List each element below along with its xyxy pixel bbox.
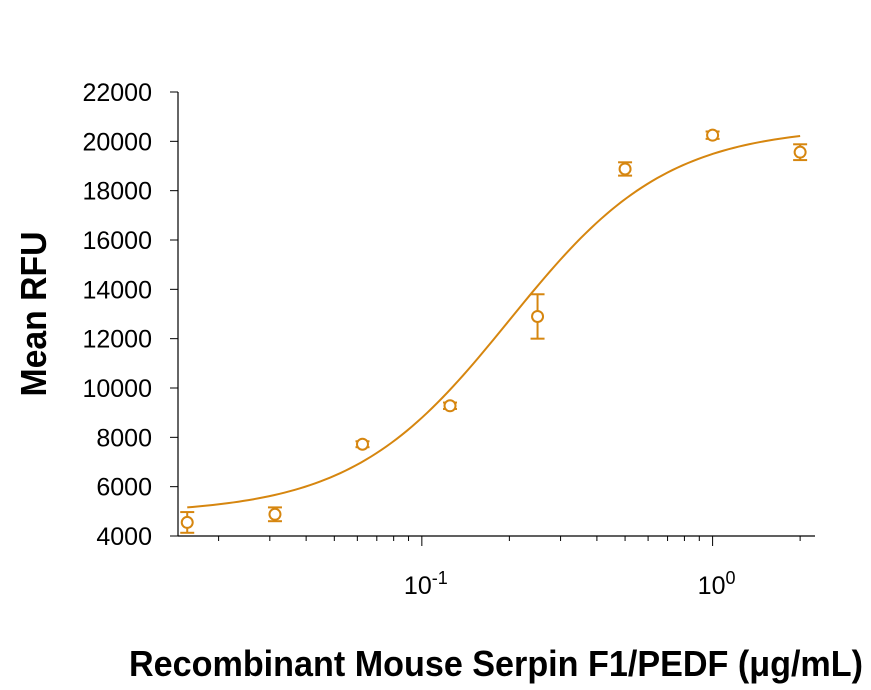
data-point: [180, 511, 195, 534]
data-point: [618, 161, 633, 177]
data-point: [267, 506, 282, 523]
point-marker: [706, 128, 720, 142]
data-points: [180, 128, 808, 534]
data-point: [443, 399, 458, 413]
y-axis-title: Mean RFU: [13, 232, 54, 397]
y-tick-label: 4000: [96, 523, 152, 551]
point-marker: [268, 507, 282, 521]
point-marker: [355, 437, 369, 451]
y-tick-label: 14000: [82, 276, 152, 304]
point-marker: [180, 515, 194, 529]
y-tick-label: 10000: [82, 375, 152, 403]
axes: [177, 92, 815, 537]
data-point: [355, 437, 370, 451]
y-tick-label: 20000: [82, 128, 152, 156]
y-tick-label: 8000: [96, 424, 152, 452]
x-ticks: 10-1 100: [218, 536, 801, 600]
point-marker: [443, 399, 457, 413]
data-point: [705, 128, 720, 142]
y-tick-label: 22000: [82, 79, 152, 107]
data-point: [530, 293, 545, 340]
x-tick-label: 10-1: [404, 568, 448, 600]
point-marker: [531, 309, 545, 323]
y-ticks: 4000 6000 8000 10000 12000 14000 16000 18000 200…: [82, 79, 178, 551]
point-marker: [618, 162, 632, 176]
point-marker: [793, 145, 807, 159]
x-axis-title: Recombinant Mouse Serpin F1/PEDF (μg/mL): [129, 643, 863, 684]
data-point: [793, 143, 808, 162]
y-tick-label: 16000: [82, 227, 152, 255]
y-tick-label: 18000: [82, 178, 152, 206]
y-tick-label: 6000: [96, 474, 152, 502]
y-tick-label: 12000: [82, 326, 152, 354]
x-tick-label: 100: [698, 568, 736, 600]
fit-curve: [187, 135, 801, 509]
